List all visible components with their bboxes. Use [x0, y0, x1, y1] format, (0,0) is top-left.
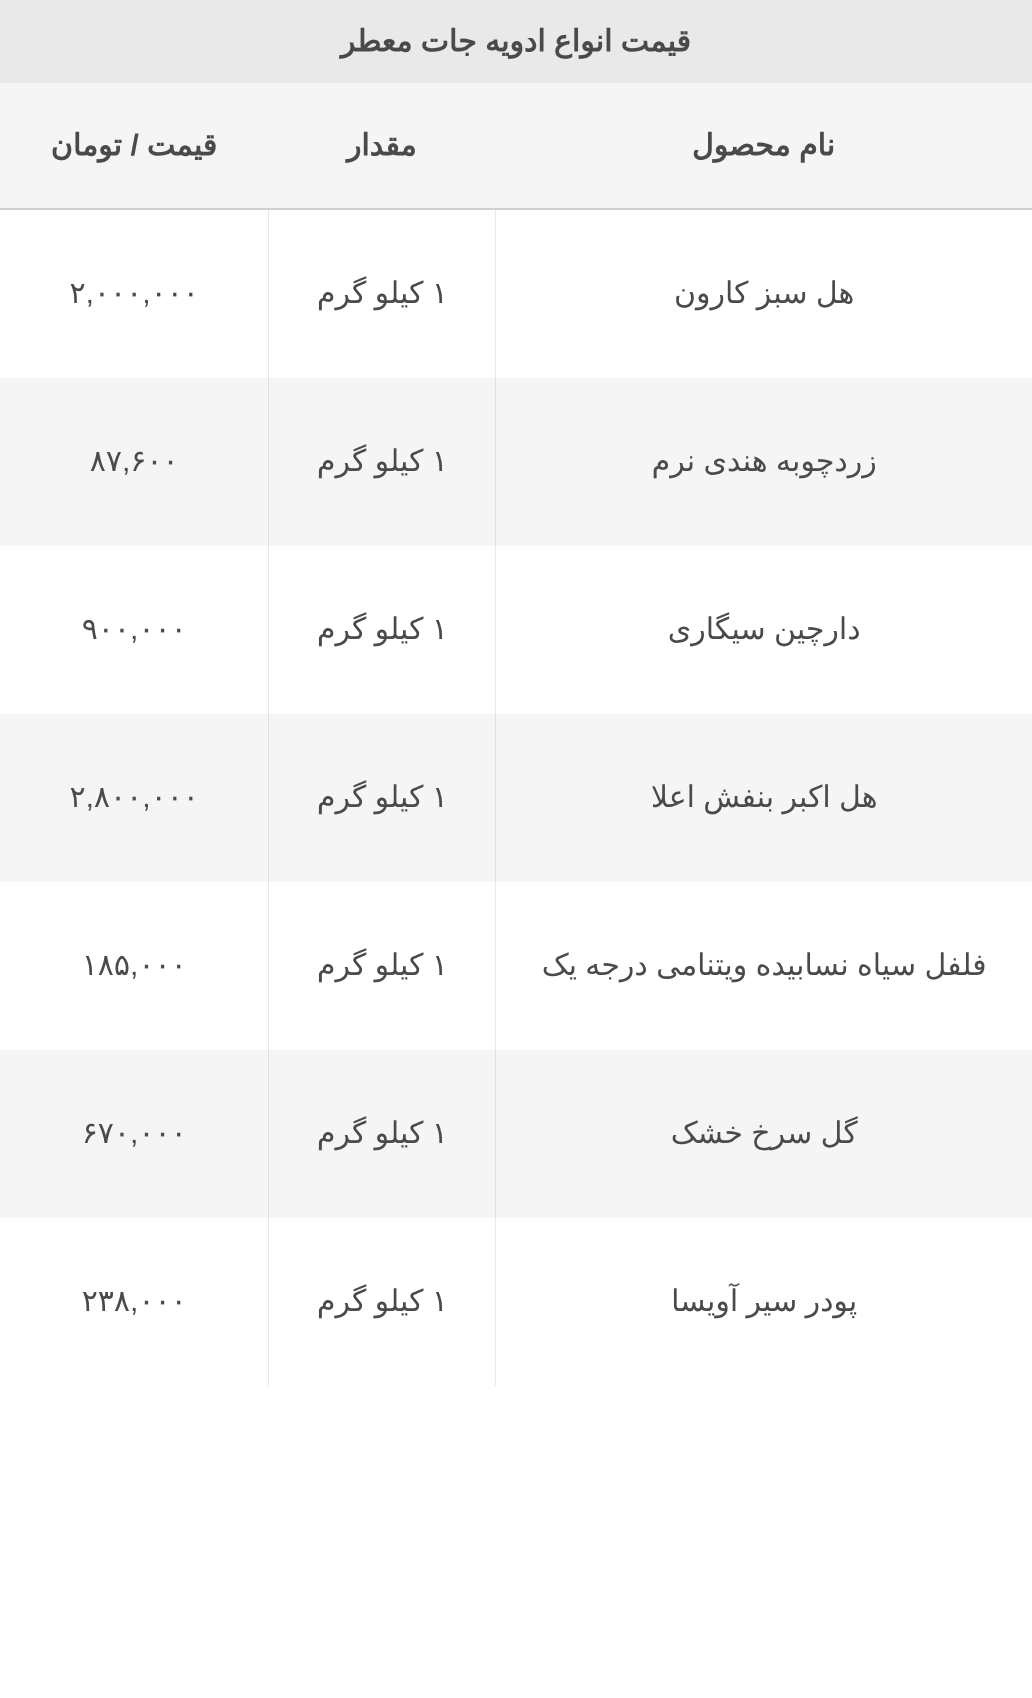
cell-product: پودر سیر آویسا	[495, 1218, 1032, 1386]
cell-amount: ۱ کیلو گرم	[268, 210, 495, 378]
price-table: قیمت انواع ادویه جات معطر نام محصول مقدا…	[0, 0, 1032, 1386]
table-row: زردچوبه هندی نرم۱ کیلو گرم۸۷,۶۰۰	[0, 378, 1032, 546]
header-amount: مقدار	[268, 83, 495, 208]
table-row: گل سرخ خشک۱ کیلو گرم۶۷۰,۰۰۰	[0, 1050, 1032, 1218]
cell-product: دارچین سیگاری	[495, 546, 1032, 714]
cell-amount: ۱ کیلو گرم	[268, 546, 495, 714]
cell-price: ۲۳۸,۰۰۰	[0, 1218, 268, 1386]
table-row: دارچین سیگاری۱ کیلو گرم۹۰۰,۰۰۰	[0, 546, 1032, 714]
table-body: هل سبز کارون۱ کیلو گرم۲,۰۰۰,۰۰۰زردچوبه ه…	[0, 210, 1032, 1386]
table-row: فلفل سیاه نسابیده ویتنامی درجه یک۱ کیلو …	[0, 882, 1032, 1050]
cell-product: گل سرخ خشک	[495, 1050, 1032, 1218]
cell-product: هل سبز کارون	[495, 210, 1032, 378]
cell-amount: ۱ کیلو گرم	[268, 378, 495, 546]
cell-product: زردچوبه هندی نرم	[495, 378, 1032, 546]
cell-amount: ۱ کیلو گرم	[268, 882, 495, 1050]
cell-price: ۲,۰۰۰,۰۰۰	[0, 210, 268, 378]
table-row: هل سبز کارون۱ کیلو گرم۲,۰۰۰,۰۰۰	[0, 210, 1032, 378]
cell-amount: ۱ کیلو گرم	[268, 1050, 495, 1218]
cell-price: ۲,۸۰۰,۰۰۰	[0, 714, 268, 882]
cell-amount: ۱ کیلو گرم	[268, 714, 495, 882]
header-product: نام محصول	[495, 83, 1032, 208]
cell-product: هل اکبر بنفش اعلا	[495, 714, 1032, 882]
table-row: پودر سیر آویسا۱ کیلو گرم۲۳۸,۰۰۰	[0, 1218, 1032, 1386]
cell-price: ۹۰۰,۰۰۰	[0, 546, 268, 714]
cell-price: ۸۷,۶۰۰	[0, 378, 268, 546]
table-header-row: نام محصول مقدار قیمت / تومان	[0, 83, 1032, 210]
cell-price: ۶۷۰,۰۰۰	[0, 1050, 268, 1218]
cell-amount: ۱ کیلو گرم	[268, 1218, 495, 1386]
table-row: هل اکبر بنفش اعلا۱ کیلو گرم۲,۸۰۰,۰۰۰	[0, 714, 1032, 882]
header-price: قیمت / تومان	[0, 83, 268, 208]
cell-product: فلفل سیاه نسابیده ویتنامی درجه یک	[495, 882, 1032, 1050]
table-title: قیمت انواع ادویه جات معطر	[0, 0, 1032, 83]
cell-price: ۱۸۵,۰۰۰	[0, 882, 268, 1050]
